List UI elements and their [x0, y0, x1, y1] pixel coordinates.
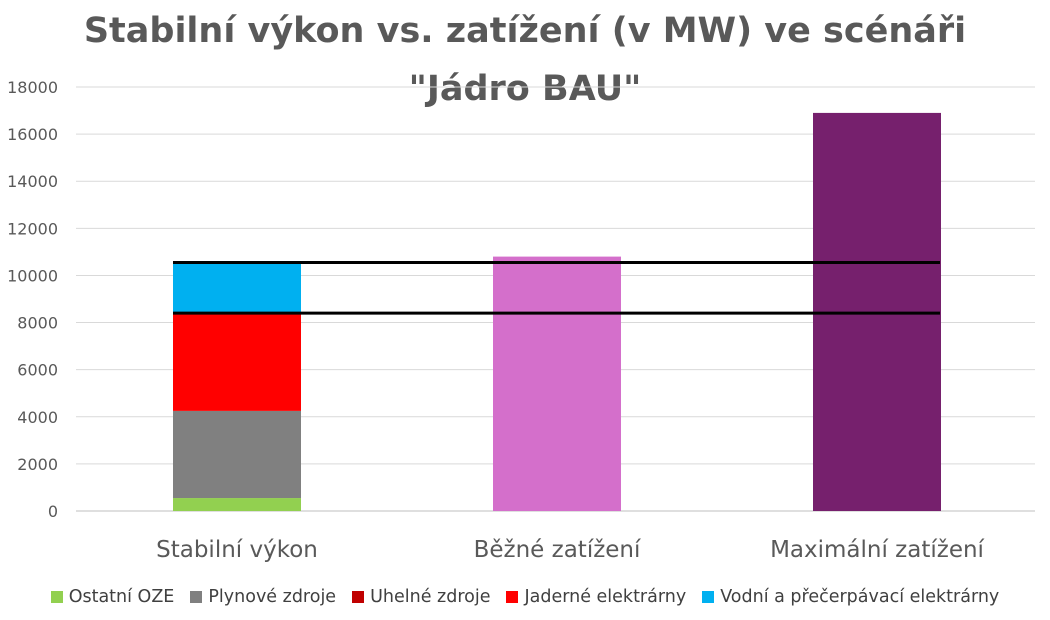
legend-swatch-3	[506, 591, 519, 603]
legend-label-1: Plynové zdroje	[208, 587, 337, 607]
legend-label-2: Uhelné zdroje	[370, 587, 491, 607]
chart-title-line-1: Stabilní výkon vs. zatížení (v MW) ve sc…	[83, 11, 967, 51]
x-category-label-1: Běžné zatížení	[474, 537, 641, 563]
bar-segment-0	[173, 498, 301, 511]
legend-item-2: Uhelné zdroje	[352, 587, 490, 607]
x-category-label-0: Stabilní výkon	[156, 537, 318, 563]
bar-segment-1	[173, 410, 301, 499]
legend-label-0: Ostatní OZE	[68, 587, 175, 607]
legend-item-0: Ostatní OZE	[50, 587, 175, 607]
chart-title: Stabilní výkon vs. zatížení (v MW) ve sc…	[0, 2, 1050, 118]
legend-swatch-0	[50, 591, 63, 603]
y-tick-label-8000: 8000	[17, 314, 58, 333]
legend-label-3: Jaderné elektrárny	[524, 587, 687, 607]
bar-segment-4	[173, 262, 301, 314]
y-tick-label-14000: 14000	[7, 172, 58, 191]
legend-item-1: Plynové zdroje	[190, 587, 336, 607]
y-tick-label-12000: 12000	[7, 219, 58, 238]
y-tick-label-0: 0	[48, 502, 58, 521]
y-tick-label-16000: 16000	[7, 125, 58, 144]
y-tick-label-6000: 6000	[17, 361, 58, 380]
legend-item-3: Jaderné elektrárny	[506, 587, 686, 607]
y-tick-label-2000: 2000	[17, 455, 58, 474]
bar-segment-3	[173, 313, 301, 411]
legend-label-4: Vodní a přečerpávací elektrárny	[720, 587, 1000, 607]
chart-legend: Ostatní OZE Plynové zdroje Uhelné zdroje Ja…	[0, 584, 1050, 610]
y-tick-label-10000: 10000	[7, 266, 58, 285]
legend-swatch-2	[352, 591, 365, 603]
y-tick-label-4000: 4000	[17, 408, 58, 427]
legend-swatch-4	[702, 591, 715, 603]
legend-swatch-1	[190, 591, 203, 603]
x-category-label-2: Maximální zatížení	[770, 537, 984, 563]
chart-title-line-2: "Jádro BAU"	[408, 69, 642, 109]
y-tick-label-18000: 18000	[7, 78, 58, 97]
legend-item-4: Vodní a přečerpávací elektrárny	[702, 587, 999, 607]
load-bar-1	[493, 256, 621, 511]
